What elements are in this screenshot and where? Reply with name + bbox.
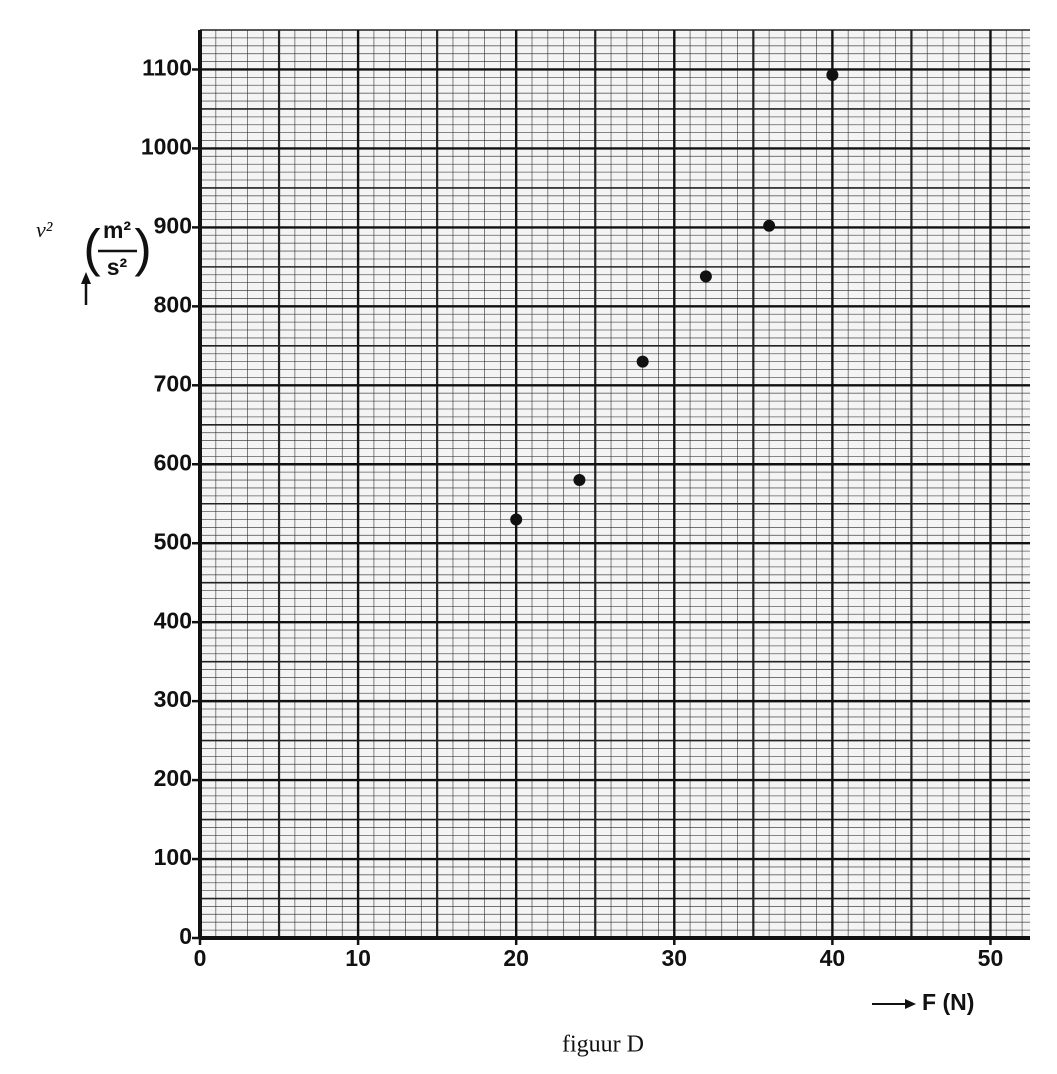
paren: ) [134, 220, 151, 278]
y-tick-label: 0 [179, 923, 192, 949]
x-tick-label: 0 [194, 945, 207, 971]
x-tick-label: 40 [820, 945, 846, 971]
data-point [636, 355, 649, 368]
data-point [510, 513, 523, 526]
x-arrow-head [905, 999, 916, 1009]
paren: ( [83, 220, 101, 278]
y-tick-label: 500 [154, 528, 192, 554]
plot-area [200, 30, 1030, 938]
x-tick-label: 20 [503, 945, 529, 971]
x-label: F (N) [922, 989, 974, 1015]
y-tick-label: 800 [154, 291, 192, 317]
data-point [699, 270, 712, 283]
y-tick-label: 600 [154, 449, 192, 475]
x-tick-label: 30 [661, 945, 687, 971]
y-arrow-head [81, 272, 91, 284]
y-tick-label: 300 [154, 686, 192, 712]
data-point [826, 69, 839, 82]
caption: figuur D [562, 1032, 644, 1058]
y-tick-label: 400 [154, 607, 192, 633]
y-tick-label: 900 [154, 212, 192, 238]
y-label-unit-numerator: m² [103, 217, 131, 243]
x-tick-label: 50 [978, 945, 1004, 971]
y-tick-label: 200 [154, 765, 192, 791]
y-tick-label: 100 [154, 844, 192, 870]
y-tick-label: 700 [154, 370, 192, 396]
y-tick-label: 1000 [141, 134, 192, 160]
x-tick-label: 10 [345, 945, 371, 971]
y-label-symbol: v² [36, 217, 53, 242]
y-tick-label: 1100 [142, 55, 192, 81]
y-label-unit-denominator: s² [107, 254, 128, 280]
data-point [763, 219, 776, 232]
data-point [573, 474, 586, 487]
